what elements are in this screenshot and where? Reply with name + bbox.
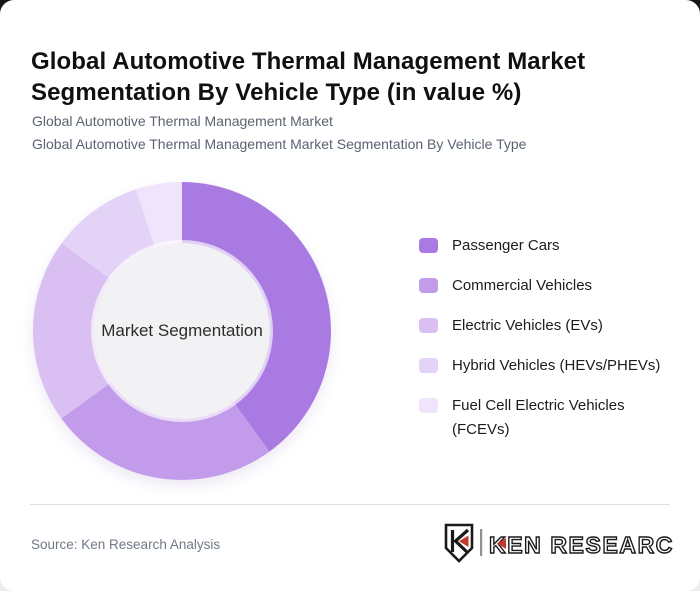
subtitle-line-2: Global Automotive Thermal Management Mar… <box>32 136 527 152</box>
ken-research-logo: KEN RESEARCH <box>442 522 691 569</box>
legend-item: Hybrid Vehicles (HEVs/PHEVs) <box>419 356 669 376</box>
brand-k-wedge <box>497 538 506 549</box>
legend-label: Passenger Cars <box>452 237 560 254</box>
legend-label: Fuel Cell Electric Vehicles (FCEVs) <box>452 397 625 438</box>
legend-swatch-icon <box>419 398 438 413</box>
legend-swatch-icon <box>419 318 438 333</box>
legend-swatch-icon <box>419 358 438 373</box>
ken-research-logo-graphic: KEN RESEARCH <box>444 523 691 563</box>
legend-label: Hybrid Vehicles (HEVs/PHEVs) <box>452 357 661 374</box>
brand-wordmark: KEN RESEARCH <box>489 532 674 558</box>
chart-legend: Passenger Cars Commercial Vehicles Elect… <box>419 236 669 462</box>
subtitle-block: Global Automotive Thermal Management Mar… <box>32 110 672 156</box>
legend-item: Passenger Cars <box>419 236 669 256</box>
legend-label: Commercial Vehicles <box>452 277 593 294</box>
donut-center: Market Segmentation <box>94 243 270 419</box>
ken-research-shield-icon <box>444 523 474 563</box>
legend-item: Commercial Vehicles <box>419 276 669 296</box>
legend-swatch-icon <box>419 238 438 253</box>
source-note: Source: Ken Research Analysis <box>31 537 221 552</box>
subtitle-line-1: Global Automotive Thermal Management Mar… <box>32 113 333 129</box>
page-title: Global Automotive Thermal Management Mar… <box>31 48 586 107</box>
legend-item: Electric Vehicles (EVs) <box>419 316 669 336</box>
donut-center-label: Market Segmentation <box>101 321 263 340</box>
legend-label: Electric Vehicles (EVs) <box>452 317 603 334</box>
donut-chart: Market Segmentation <box>33 182 331 480</box>
logo-separator <box>480 529 483 556</box>
legend-swatch-icon <box>419 278 438 293</box>
legend-item: Fuel Cell Electric Vehicles (FCEVs) <box>419 396 669 442</box>
footer-divider <box>30 504 670 505</box>
